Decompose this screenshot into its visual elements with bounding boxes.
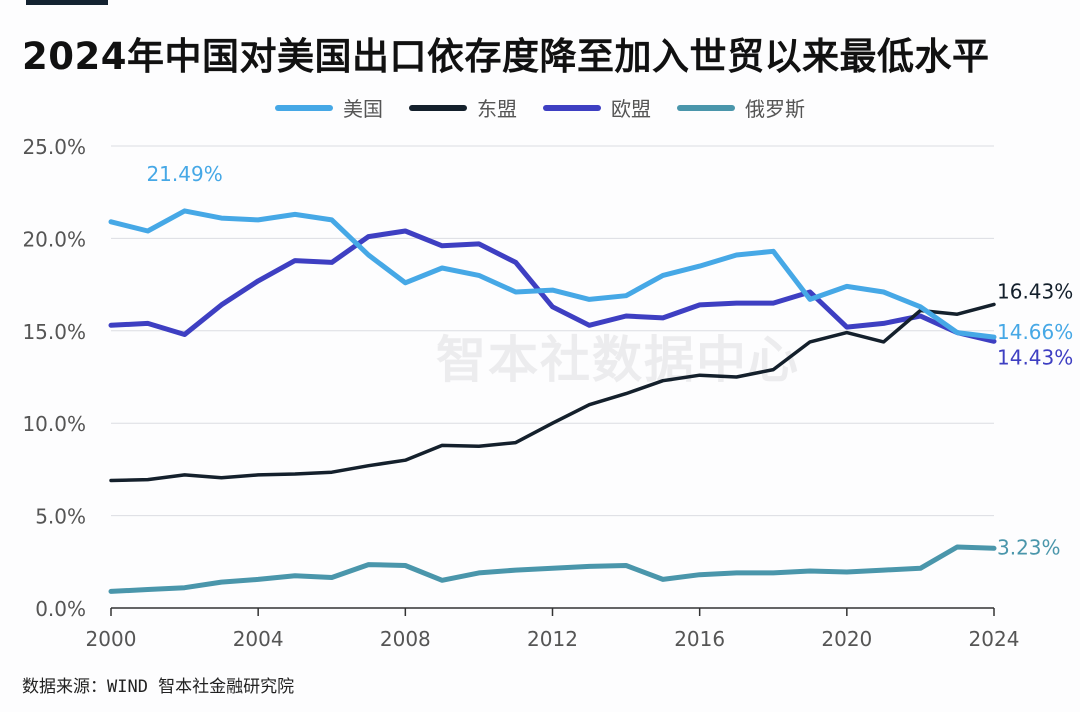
data-source-note: 数据来源：WIND 智本社金融研究院 xyxy=(22,677,295,697)
line-series-russia xyxy=(108,544,997,594)
x-tick-label: 2008 xyxy=(380,627,431,651)
title-accent-bar xyxy=(26,0,108,5)
legend-item-asean: 东盟 xyxy=(409,93,517,122)
chart-title: 2024年中国对美国出口依存度降至加入世贸以来最低水平 xyxy=(22,35,990,78)
legend-item-eu: 欧盟 xyxy=(543,93,651,122)
chart-legend: 美国 东盟 欧盟 俄罗斯 xyxy=(0,93,1080,122)
legend-label-asean: 东盟 xyxy=(477,97,517,121)
legend-label-usa: 美国 xyxy=(343,97,383,121)
x-tick-label: 2004 xyxy=(233,627,284,651)
legend-label-russia: 俄罗斯 xyxy=(745,97,805,121)
y-tick-label: 10.0% xyxy=(22,412,86,436)
legend-swatch-eu xyxy=(543,104,601,111)
legend-item-russia: 俄罗斯 xyxy=(677,93,805,122)
legend-swatch-usa xyxy=(275,104,333,111)
legend-label-eu: 欧盟 xyxy=(611,97,651,121)
data-label: 14.66% xyxy=(997,320,1073,344)
y-tick-label: 25.0% xyxy=(22,135,86,159)
y-tick-label: 5.0% xyxy=(35,505,86,529)
y-tick-label: 15.0% xyxy=(22,320,86,344)
legend-swatch-russia xyxy=(677,104,735,111)
y-tick-label: 20.0% xyxy=(22,227,86,251)
x-tick-label: 2016 xyxy=(674,627,725,651)
line-series-asean xyxy=(109,302,996,483)
x-tick-label: 2012 xyxy=(527,627,578,651)
data-label: 21.49% xyxy=(146,162,222,186)
x-tick-label: 2000 xyxy=(86,627,137,651)
line-series-eu xyxy=(108,228,997,344)
legend-item-usa: 美国 xyxy=(275,93,383,122)
watermark-text: 智本社数据中心 xyxy=(436,331,800,389)
line-series-usa xyxy=(108,208,997,340)
y-tick-label: 0.0% xyxy=(35,597,86,621)
data-label: 3.23% xyxy=(997,535,1061,559)
x-tick-label: 2020 xyxy=(821,627,872,651)
x-tick-label: 2024 xyxy=(969,627,1020,651)
data-label: 14.43% xyxy=(997,345,1073,369)
data-label: 16.43% xyxy=(997,279,1073,303)
legend-swatch-asean xyxy=(409,104,467,111)
